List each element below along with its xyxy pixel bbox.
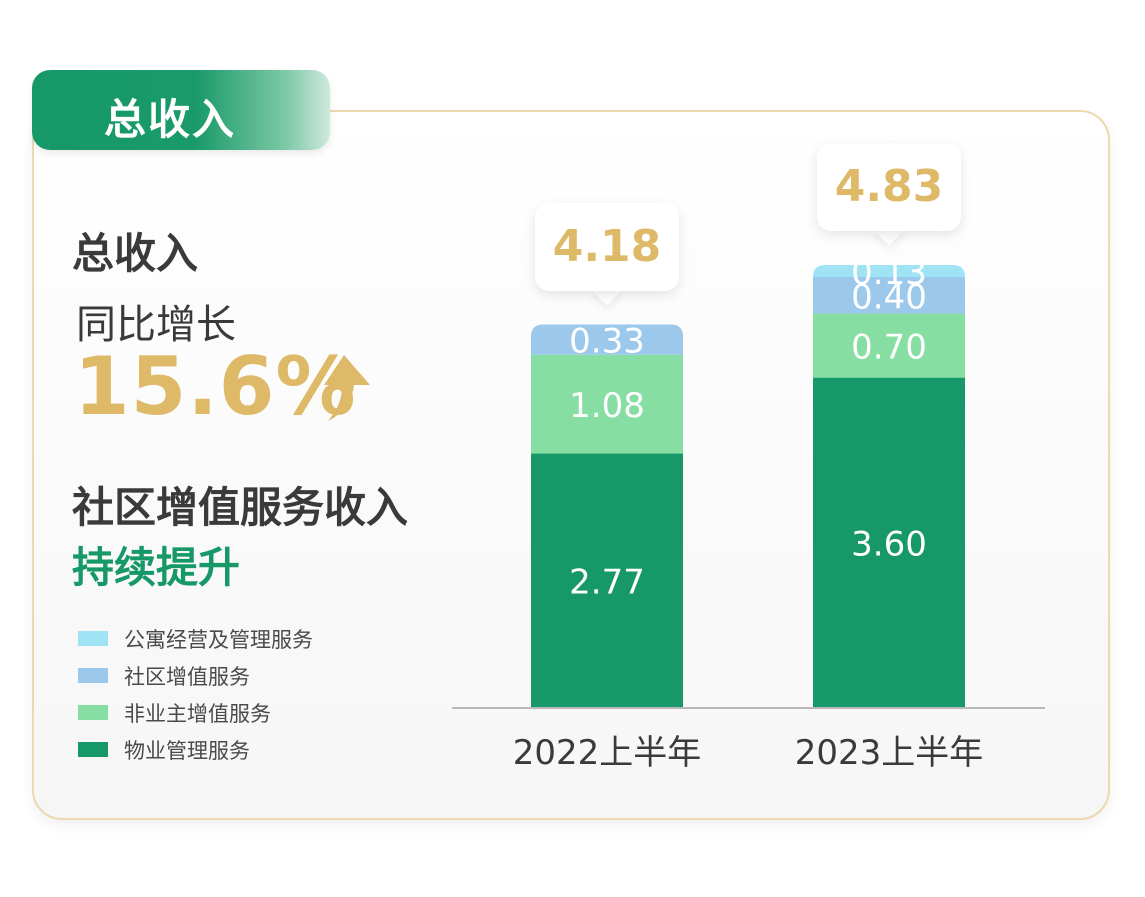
legend-swatch — [78, 705, 108, 720]
bar-value-label: 0.70 — [851, 328, 927, 368]
headline-accent: 持续提升 — [72, 543, 241, 592]
legend-label: 物业管理服务 — [124, 738, 250, 763]
legend-item-non-owner: 非业主增值服务 — [78, 694, 313, 731]
section-tag: 总收入 — [32, 70, 330, 150]
section-tag-label: 总收入 — [104, 95, 237, 144]
bar-value-label: 0.33 — [569, 322, 645, 362]
bar-value-label: 0.40 — [851, 277, 927, 317]
bar-value-label: 1.08 — [569, 386, 645, 426]
legend-label: 社区增值服务 — [124, 664, 250, 689]
up-arrow-icon — [324, 355, 370, 421]
bar-value-label: 0.13 — [851, 253, 927, 293]
bar-segment — [813, 377, 965, 707]
legend-label: 公寓经营及管理服务 — [124, 627, 313, 652]
legend-swatch — [78, 668, 108, 683]
growth-percentage: 15.6% — [74, 340, 357, 433]
total-value-bubble: 4.83 — [817, 143, 961, 232]
bar-segment — [813, 276, 965, 314]
bar-segment — [531, 453, 683, 707]
chart-legend: 公寓经营及管理服务 社区增值服务 非业主增值服务 物业管理服务 — [78, 620, 313, 768]
bar-value-label: 3.60 — [851, 524, 927, 564]
bar-segment — [531, 354, 683, 454]
legend-swatch — [78, 742, 108, 757]
legend-item-apartment: 公寓经营及管理服务 — [78, 620, 313, 657]
legend-label: 非业主增值服务 — [124, 701, 271, 726]
bar-segment — [813, 313, 965, 378]
summary-title: 总收入 — [72, 229, 199, 278]
bar-segment — [813, 265, 965, 278]
headline: 社区增值服务收入 — [72, 483, 409, 532]
category-label: 2023上半年 — [795, 733, 984, 773]
legend-swatch — [78, 631, 108, 646]
bar-segment — [531, 324, 683, 355]
total-value-bubble: 4.18 — [535, 202, 679, 291]
summary-subtitle: 同比增长 — [76, 302, 236, 348]
category-label: 2022上半年 — [513, 733, 702, 773]
bar-value-label: 2.77 — [569, 562, 645, 602]
legend-item-community: 社区增值服务 — [78, 657, 313, 694]
legend-item-property: 物业管理服务 — [78, 731, 313, 768]
